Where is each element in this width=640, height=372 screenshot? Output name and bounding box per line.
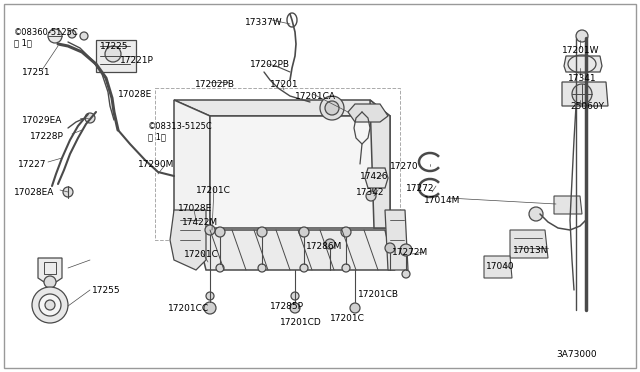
Polygon shape [210, 116, 390, 228]
Circle shape [68, 30, 76, 38]
Circle shape [341, 227, 351, 237]
Text: 17201CA: 17201CA [295, 92, 336, 101]
Polygon shape [554, 196, 582, 214]
Text: 17040: 17040 [486, 262, 515, 271]
Circle shape [342, 264, 350, 272]
Text: ©08360-5125C
〈 1〉: ©08360-5125C 〈 1〉 [14, 28, 79, 47]
Text: 17201CC: 17201CC [168, 304, 209, 313]
Text: 17251: 17251 [22, 68, 51, 77]
Text: 17028E: 17028E [178, 204, 212, 213]
Circle shape [105, 46, 121, 62]
Text: 17422M: 17422M [182, 218, 218, 227]
Text: 17225: 17225 [100, 42, 129, 51]
Text: ©08313-5125C
〈 1〉: ©08313-5125C 〈 1〉 [148, 122, 212, 141]
Circle shape [85, 113, 95, 123]
Circle shape [299, 227, 309, 237]
Text: 17029EA: 17029EA [22, 116, 62, 125]
Text: 17221P: 17221P [120, 56, 154, 65]
Polygon shape [174, 100, 390, 116]
Text: 17290M: 17290M [138, 160, 174, 169]
Polygon shape [38, 258, 62, 286]
Polygon shape [564, 56, 602, 72]
Text: 3A73000: 3A73000 [556, 350, 596, 359]
Circle shape [216, 264, 224, 272]
Text: 17201C: 17201C [196, 186, 231, 195]
Text: 17228P: 17228P [30, 132, 64, 141]
Circle shape [63, 187, 73, 197]
Circle shape [572, 84, 592, 104]
Polygon shape [370, 100, 390, 228]
Text: 17255: 17255 [92, 286, 120, 295]
Polygon shape [365, 168, 388, 188]
Text: 17028E: 17028E [118, 90, 152, 99]
Circle shape [350, 303, 360, 313]
Polygon shape [510, 230, 548, 258]
Polygon shape [174, 100, 210, 228]
Polygon shape [96, 40, 136, 72]
Polygon shape [562, 82, 608, 106]
Circle shape [400, 244, 412, 256]
Text: 17270: 17270 [390, 162, 419, 171]
Circle shape [205, 225, 215, 235]
Circle shape [325, 101, 339, 115]
Circle shape [257, 227, 267, 237]
Circle shape [80, 32, 88, 40]
Text: 25060Y: 25060Y [570, 102, 604, 111]
Text: 17201: 17201 [270, 80, 299, 89]
Text: 17426: 17426 [360, 172, 388, 181]
Text: 17285P: 17285P [270, 302, 304, 311]
Circle shape [366, 191, 376, 201]
Text: 17286M: 17286M [306, 242, 342, 251]
Polygon shape [385, 210, 408, 270]
Text: 17014M: 17014M [424, 196, 460, 205]
Text: 17013N: 17013N [513, 246, 548, 255]
Circle shape [300, 264, 308, 272]
Circle shape [39, 294, 61, 316]
Text: 17272: 17272 [406, 184, 435, 193]
Polygon shape [348, 104, 388, 122]
Circle shape [45, 300, 55, 310]
Circle shape [291, 292, 299, 300]
Circle shape [32, 287, 68, 323]
Text: 17272M: 17272M [392, 248, 428, 257]
Circle shape [258, 264, 266, 272]
Circle shape [320, 96, 344, 120]
Circle shape [529, 207, 543, 221]
Circle shape [44, 276, 56, 288]
Circle shape [385, 243, 395, 253]
Text: 17227: 17227 [18, 160, 47, 169]
Polygon shape [170, 210, 206, 270]
Circle shape [290, 303, 300, 313]
Circle shape [402, 270, 410, 278]
Text: 17201W: 17201W [562, 46, 600, 55]
Polygon shape [484, 256, 512, 278]
Text: 17201CD: 17201CD [280, 318, 322, 327]
Text: 17201C: 17201C [184, 250, 219, 259]
Circle shape [576, 30, 588, 42]
Text: 17202PB: 17202PB [250, 60, 290, 69]
Circle shape [215, 227, 225, 237]
Circle shape [204, 302, 216, 314]
Text: 17201C: 17201C [330, 314, 365, 323]
Text: 17341: 17341 [568, 74, 596, 83]
Text: 17337W: 17337W [245, 18, 283, 27]
Polygon shape [196, 230, 395, 270]
Text: 17342: 17342 [356, 188, 385, 197]
Text: 17202PB: 17202PB [195, 80, 235, 89]
Text: 17201CB: 17201CB [358, 290, 399, 299]
Circle shape [48, 29, 62, 43]
Circle shape [325, 239, 335, 249]
Text: 17028EA: 17028EA [14, 188, 54, 197]
Circle shape [206, 292, 214, 300]
